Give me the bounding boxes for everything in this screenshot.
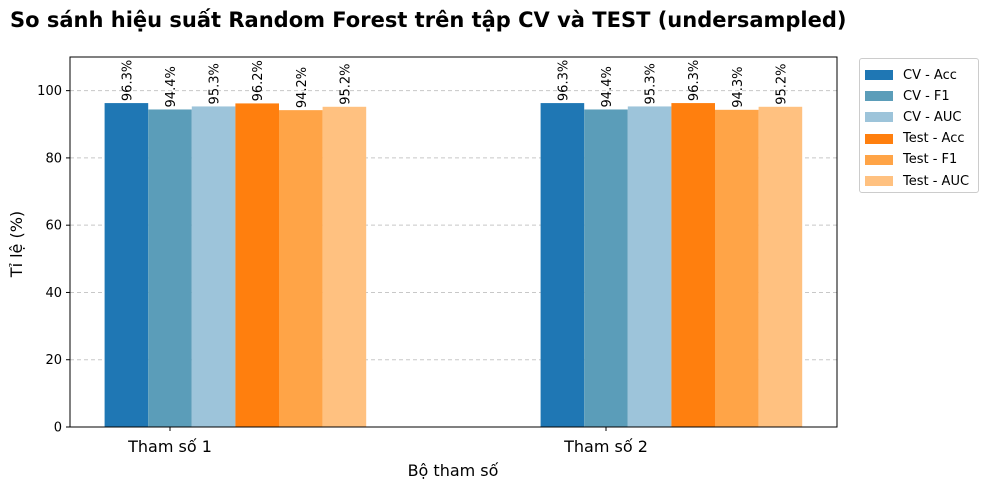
bar-1-1 [584, 109, 628, 428]
y-axis-label: Tỉ lệ (%) [7, 211, 26, 278]
bar-value-label: 96.3% [687, 60, 702, 101]
bar-value-label: 95.3% [644, 63, 659, 104]
legend-item: Test - AUC [865, 171, 969, 191]
x-axis-label: Bộ tham số [408, 461, 499, 480]
bar-value-label: 96.3% [120, 60, 135, 101]
legend-item: CV - AUC [865, 107, 961, 127]
y-tick-label: 100 [37, 84, 62, 99]
x-tick-label: Tham số 1 [127, 437, 212, 456]
legend-label: CV - F1 [903, 88, 950, 104]
bar-1-3 [671, 103, 715, 427]
y-tick-label: 40 [45, 286, 62, 301]
bar-value-label: 94.2% [295, 67, 310, 108]
bar-value-label: 95.3% [208, 63, 223, 104]
bar-value-label: 96.2% [251, 60, 266, 101]
legend-swatch [865, 133, 893, 144]
legend-label: CV - Acc [903, 67, 957, 83]
bar-0-5 [322, 106, 367, 428]
legend-label: Test - AUC [903, 173, 970, 189]
bar-0-4 [279, 110, 323, 428]
bar-value-label: 94.3% [731, 66, 746, 107]
bar-value-label: 95.2% [774, 63, 789, 104]
legend-item: CV - Acc [865, 65, 957, 85]
bar-0-2 [191, 106, 236, 427]
legend-label: CV - AUC [903, 109, 962, 125]
legend-item: Test - Acc [865, 129, 965, 149]
y-tick-label: 60 [45, 219, 62, 234]
legend-swatch [865, 154, 893, 165]
x-tick-label: Tham số 2 [563, 437, 648, 456]
bar-value-label: 95.2% [338, 63, 353, 104]
legend-swatch [865, 91, 893, 102]
bar-1-5 [758, 106, 803, 428]
legend-swatch [865, 176, 893, 186]
y-tick-label: 20 [45, 353, 62, 368]
legend: CV - Acc CV - F1 CV - AUC Test - Acc Test - … [859, 58, 979, 193]
bar-value-label: 96.3% [556, 60, 571, 101]
y-tick-label: 80 [45, 151, 62, 166]
bar-0-0 [104, 103, 149, 427]
legend-swatch [865, 70, 893, 80]
plot-frame [69, 56, 838, 428]
bar-value-label: 94.4% [600, 66, 615, 107]
legend-item: Test - F1 [865, 150, 957, 170]
bar-1-2 [627, 106, 672, 427]
bar-0-3 [235, 103, 279, 427]
bar-1-0 [540, 103, 585, 427]
chart-title: So sánh hiệu suất Random Forest trên tập… [10, 8, 847, 32]
bar-value-label: 94.4% [164, 66, 179, 107]
bar-1-4 [715, 109, 759, 428]
legend-item: CV - F1 [865, 86, 950, 106]
legend-label: Test - F1 [903, 152, 958, 168]
legend-swatch [865, 112, 893, 123]
y-tick-label: 0 [54, 421, 62, 436]
legend-label: Test - Acc [903, 131, 965, 147]
bar-0-1 [148, 109, 192, 428]
